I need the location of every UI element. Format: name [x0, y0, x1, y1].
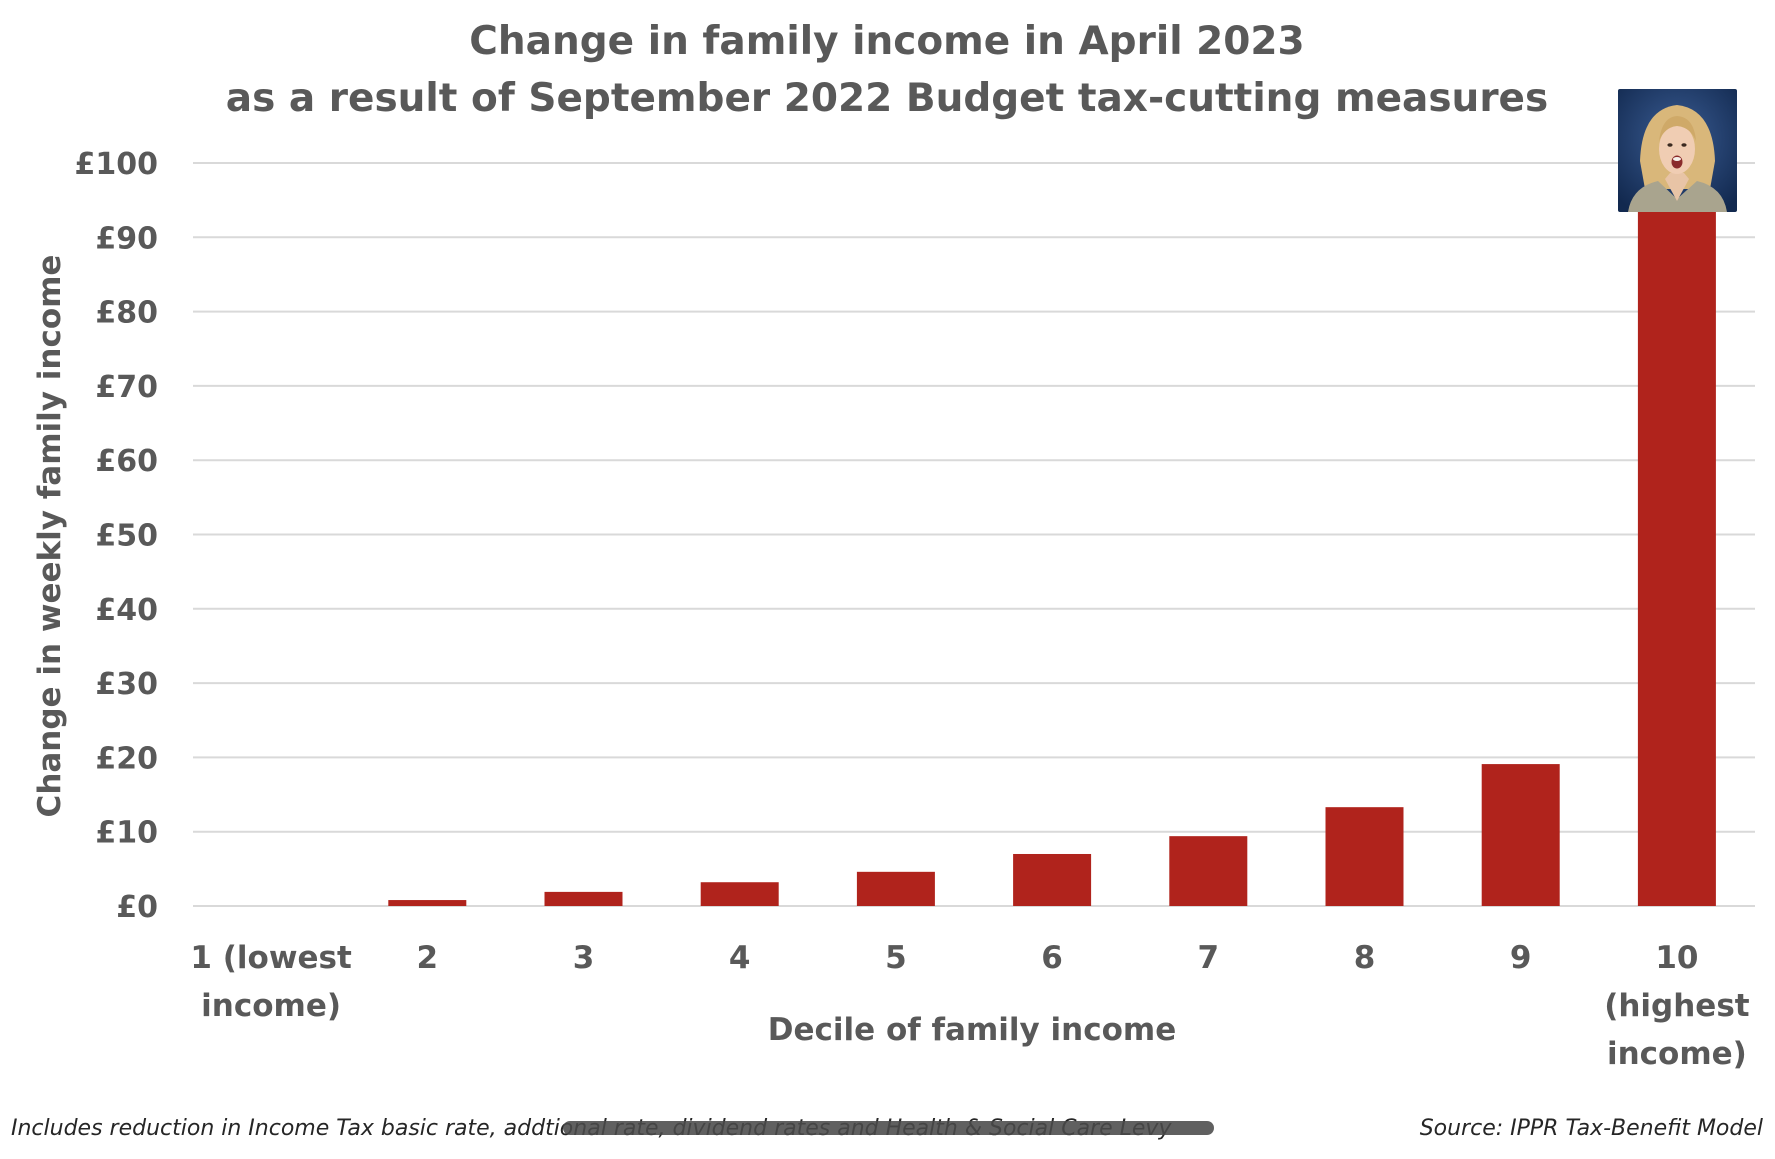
y-tick-label: £80 — [95, 296, 158, 331]
x-axis-label: Decile of family income — [768, 1012, 1176, 1048]
bar-decile-3 — [544, 891, 623, 906]
y-tick-label: £70 — [95, 370, 158, 405]
bars — [388, 207, 1716, 906]
x-tick-label: (highest — [1604, 988, 1750, 1024]
x-tick-label: 4 — [729, 940, 751, 976]
x-tick-label: 8 — [1354, 940, 1376, 976]
x-tick-label: 10 — [1655, 940, 1698, 976]
y-axis-label: Change in weekly family income — [32, 255, 68, 818]
x-tick-label: 5 — [885, 940, 907, 976]
portrait-image — [1618, 89, 1737, 212]
y-tick-label: £20 — [95, 741, 158, 776]
y-tick-label: £100 — [75, 147, 159, 182]
x-tick-label: 3 — [573, 940, 595, 976]
bar-decile-6 — [1013, 853, 1092, 906]
y-axis-ticks: £0 £10 £20 £30 £40 £50 £60 £70 £80 £90 £100 — [75, 147, 159, 925]
gridlines — [193, 162, 1755, 907]
x-tick-label: 9 — [1510, 940, 1532, 976]
bar-decile-8 — [1325, 807, 1404, 906]
bar-decile-7 — [1169, 836, 1248, 906]
source-note: Source: IPPR Tax-Benefit Model — [1420, 1116, 1763, 1141]
y-tick-label: £60 — [95, 444, 158, 479]
y-tick-label: £10 — [95, 816, 158, 851]
x-tick-label: income) — [1607, 1036, 1747, 1072]
x-tick-label: income) — [201, 988, 341, 1024]
y-tick-label: £90 — [95, 221, 158, 256]
chart-title-line-2: as a result of September 2022 Budget tax… — [226, 76, 1548, 121]
y-tick-label: £30 — [95, 667, 158, 702]
x-tick-label: 2 — [417, 940, 439, 976]
bar-decile-10 — [1637, 207, 1716, 906]
portrait-photo — [1618, 89, 1737, 212]
y-tick-label: £0 — [116, 890, 158, 925]
x-tick-label: 7 — [1198, 940, 1220, 976]
bar-decile-9 — [1481, 764, 1560, 906]
x-tick-label: 6 — [1041, 940, 1063, 976]
bar-decile-5 — [856, 871, 935, 906]
bar-decile-4 — [700, 882, 779, 906]
y-tick-label: £50 — [95, 519, 158, 554]
y-tick-label: £40 — [95, 593, 158, 628]
x-axis-ticks: 1 (lowest income) 2 3 4 5 6 7 8 9 10 (highest income… — [190, 940, 1749, 1072]
x-tick-label: 1 (lowest — [190, 940, 352, 976]
horizontal-scrollbar-thumb[interactable] — [563, 1121, 1214, 1135]
chart-title-line-1: Change in family income in April 2023 — [469, 19, 1304, 64]
bar-decile-2 — [388, 900, 467, 906]
